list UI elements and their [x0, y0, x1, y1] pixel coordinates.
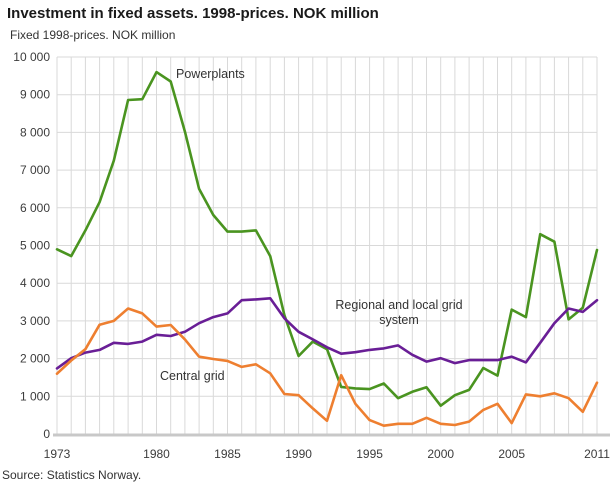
svg-text:3 000: 3 000	[20, 314, 50, 328]
powerplants-line	[55, 70, 599, 408]
svg-text:8 000: 8 000	[20, 125, 50, 139]
svg-text:10 000: 10 000	[13, 50, 50, 64]
svg-text:2000: 2000	[427, 447, 454, 461]
svg-text:1980: 1980	[143, 447, 170, 461]
chart-subtitle: Fixed 1998-prices. NOK million	[10, 28, 176, 42]
source-text: Source: Statistics Norway.	[2, 468, 142, 482]
svg-text:6 000: 6 000	[20, 201, 50, 215]
svg-text:1995: 1995	[356, 447, 383, 461]
svg-text:5 000: 5 000	[20, 239, 50, 253]
svg-text:2005: 2005	[498, 447, 525, 461]
svg-text:1 000: 1 000	[20, 389, 50, 403]
svg-text:1990: 1990	[285, 447, 312, 461]
svg-text:4 000: 4 000	[20, 276, 50, 290]
svg-text:7 000: 7 000	[20, 163, 50, 177]
gridlines	[56, 56, 598, 434]
powerplants-series-label: Powerplants	[176, 67, 245, 81]
svg-text:2 000: 2 000	[20, 352, 50, 366]
svg-text:2011: 2011	[584, 447, 610, 461]
svg-text:1973: 1973	[44, 447, 71, 461]
svg-text:0: 0	[43, 427, 50, 441]
svg-text:1985: 1985	[214, 447, 241, 461]
regional-grid-series-label: Regional and local grid system	[335, 298, 463, 327]
regional-grid-line	[55, 296, 599, 370]
page-title: Investment in fixed assets. 1998-prices.…	[7, 5, 379, 22]
svg-text:9 000: 9 000	[20, 88, 50, 102]
central-grid-series-label: Central grid	[160, 369, 225, 383]
y-axis-labels: 0 1 000 2 000 3 000 4 000 5 000 6 000 7 000 8 00…	[13, 50, 50, 441]
central-grid-line	[55, 307, 599, 428]
x-axis-labels: 1973 1980 1985 1990 1995 2000 2005 2011	[44, 447, 610, 461]
